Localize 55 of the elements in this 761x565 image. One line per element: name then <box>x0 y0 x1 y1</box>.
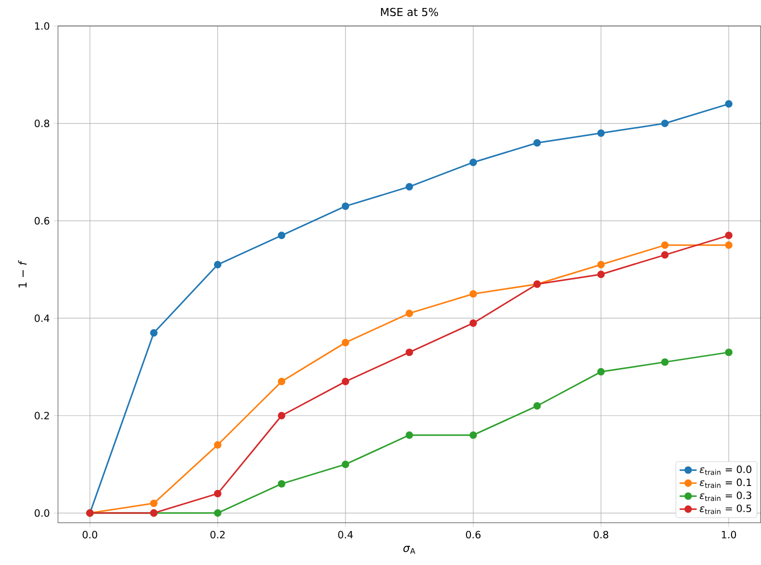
point <box>725 242 732 250</box>
y-tick-label: 0.0 <box>34 509 50 517</box>
y-axis-title: 1 − f <box>18 260 27 288</box>
legend-label: ε$_{train}$ = 0.0 <box>700 466 752 476</box>
point <box>406 310 414 318</box>
point <box>725 232 732 240</box>
point <box>661 120 669 128</box>
point <box>469 158 477 166</box>
point <box>533 139 541 147</box>
x-tick-label: 0.6 <box>466 530 481 539</box>
point <box>278 480 286 488</box>
point <box>661 242 669 250</box>
point <box>150 329 158 337</box>
point <box>725 100 732 108</box>
point <box>597 130 605 137</box>
point <box>533 402 541 410</box>
y-tick-label: 0.6 <box>34 217 50 225</box>
y-tick-label: 0.2 <box>34 412 49 420</box>
legend-label: ε$_{train}$ = 0.3 <box>700 492 752 502</box>
point <box>406 348 414 356</box>
point <box>597 261 605 268</box>
point <box>597 368 605 376</box>
point <box>278 232 286 240</box>
point <box>278 412 286 420</box>
point <box>661 358 669 366</box>
x-tick-label: 0.8 <box>594 530 608 539</box>
point <box>342 338 350 346</box>
point <box>469 290 477 298</box>
y-tick-label: 0.4 <box>34 314 50 322</box>
y-tick-label: 1.0 <box>35 22 50 30</box>
legend-label: ε$_{train}$ = 0.1 <box>700 478 752 488</box>
point <box>214 441 222 449</box>
point <box>406 431 414 439</box>
point <box>214 261 222 268</box>
x-axis-title: σ$_{A}$ <box>403 546 416 554</box>
point <box>214 490 222 498</box>
y-tick-label: 0.8 <box>34 120 50 128</box>
point <box>278 378 286 386</box>
point <box>597 270 605 278</box>
point <box>469 431 477 439</box>
legend-label: ε$_{train}$ = 0.5 <box>700 504 752 514</box>
point <box>469 319 477 327</box>
x-tick-label: 0.2 <box>210 530 225 539</box>
point <box>342 460 350 468</box>
point <box>214 509 222 517</box>
x-tick-label: 1.0 <box>722 530 736 539</box>
chart-title: MSE at 5% <box>381 8 438 16</box>
point <box>661 251 669 259</box>
point <box>406 183 414 191</box>
point <box>725 348 732 356</box>
x-tick-label: 0.4 <box>338 530 353 539</box>
point <box>150 500 158 508</box>
x-tick-label: 0.0 <box>82 530 98 539</box>
point <box>342 378 350 386</box>
point <box>342 202 350 210</box>
